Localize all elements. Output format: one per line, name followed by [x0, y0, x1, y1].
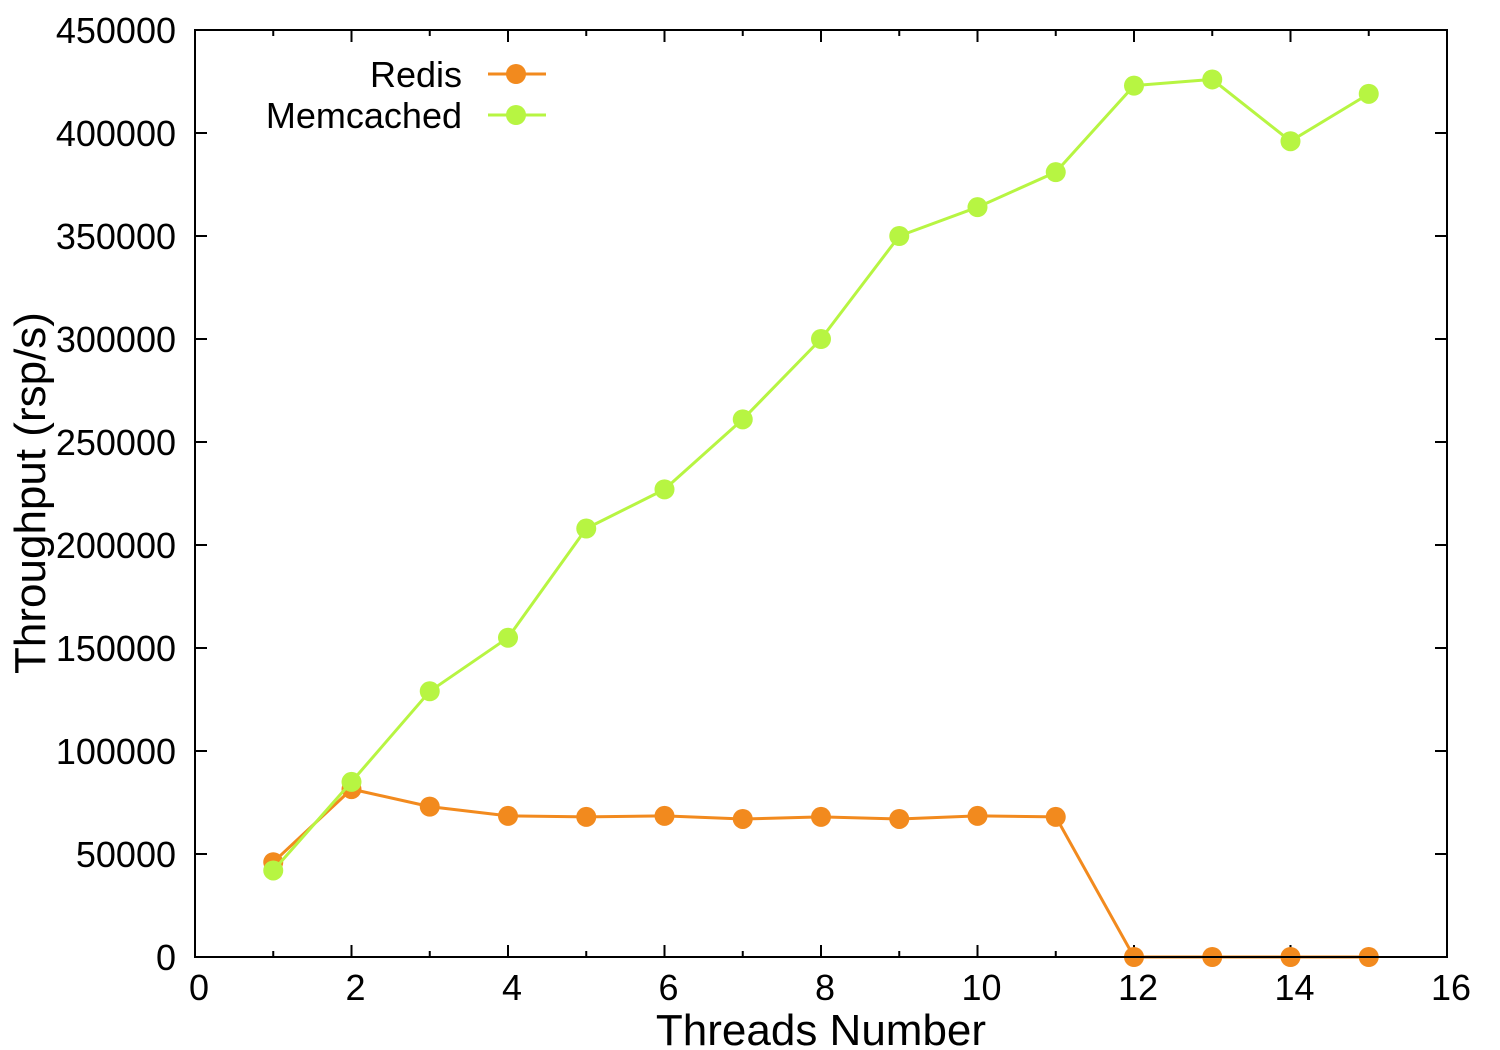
- y-tick-label: 400000: [56, 113, 176, 154]
- data-point-memcached: [498, 627, 518, 648]
- data-point-memcached: [419, 681, 440, 702]
- data-point-redis: [576, 806, 597, 827]
- y-tick-label: 0: [156, 937, 176, 978]
- series-line-memcached: [272, 77, 1370, 872]
- data-point-memcached: [576, 518, 597, 539]
- legend-item-redis: Redis: [370, 54, 546, 95]
- x-tick-label: 12: [1118, 967, 1158, 1008]
- plot-frame: [194, 29, 1448, 958]
- data-point-redis: [498, 805, 518, 826]
- y-tick-label: 100000: [56, 731, 176, 772]
- y-tick-label: 300000: [56, 319, 176, 360]
- x-tick-label: 6: [658, 967, 678, 1008]
- legend-item-memcached: Memcached: [266, 95, 546, 136]
- data-point-redis: [889, 808, 910, 829]
- series-layer: [263, 69, 1379, 967]
- data-point-memcached: [1124, 75, 1144, 96]
- data-point-memcached: [1202, 69, 1223, 90]
- data-point-redis: [967, 805, 988, 826]
- data-point-memcached: [732, 409, 753, 430]
- y-tick-label: 50000: [76, 834, 176, 875]
- data-point-memcached: [1358, 83, 1379, 104]
- y-tick-label: 250000: [56, 422, 176, 463]
- data-point-memcached: [811, 329, 831, 349]
- y-tick-label: 450000: [56, 10, 176, 51]
- data-point-memcached: [1280, 131, 1301, 152]
- tick-labels: 0 2 4 6 8 10 12 14 16 0 50000 100000 150000 200000 250…: [56, 10, 1471, 1008]
- data-point-memcached: [889, 226, 910, 246]
- x-tick-label: 14: [1274, 967, 1314, 1008]
- x-tick-label: 2: [345, 967, 365, 1008]
- y-tick-label: 200000: [56, 525, 176, 566]
- x-tick-label: 4: [502, 967, 522, 1008]
- data-point-redis: [419, 796, 440, 817]
- data-point-redis: [1045, 806, 1066, 827]
- x-axis-title: Threads Number: [656, 1006, 986, 1050]
- x-tick-label: 0: [189, 967, 209, 1008]
- data-point-memcached: [341, 771, 362, 792]
- data-point-memcached: [967, 197, 988, 218]
- data-point-redis: [811, 806, 831, 827]
- legend-marker: [506, 105, 526, 125]
- data-point-redis: [732, 808, 753, 829]
- series-memcached: [263, 69, 1379, 881]
- data-point-redis: [654, 805, 675, 826]
- x-tick-label: 10: [961, 967, 1001, 1008]
- legend-label: Memcached: [266, 95, 462, 136]
- data-point-memcached: [1045, 162, 1066, 183]
- y-axis-title: Throughput (rsp/s): [6, 312, 55, 674]
- y-tick-label: 350000: [56, 216, 176, 257]
- legend-marker: [506, 64, 526, 84]
- y-tick-label: 150000: [56, 628, 176, 669]
- legend-label: Redis: [370, 54, 462, 95]
- x-tick-label: 16: [1431, 967, 1471, 1008]
- series-redis: [263, 779, 1379, 967]
- x-tick-label: 8: [815, 967, 835, 1008]
- data-point-memcached: [263, 860, 284, 881]
- data-point-memcached: [654, 479, 675, 500]
